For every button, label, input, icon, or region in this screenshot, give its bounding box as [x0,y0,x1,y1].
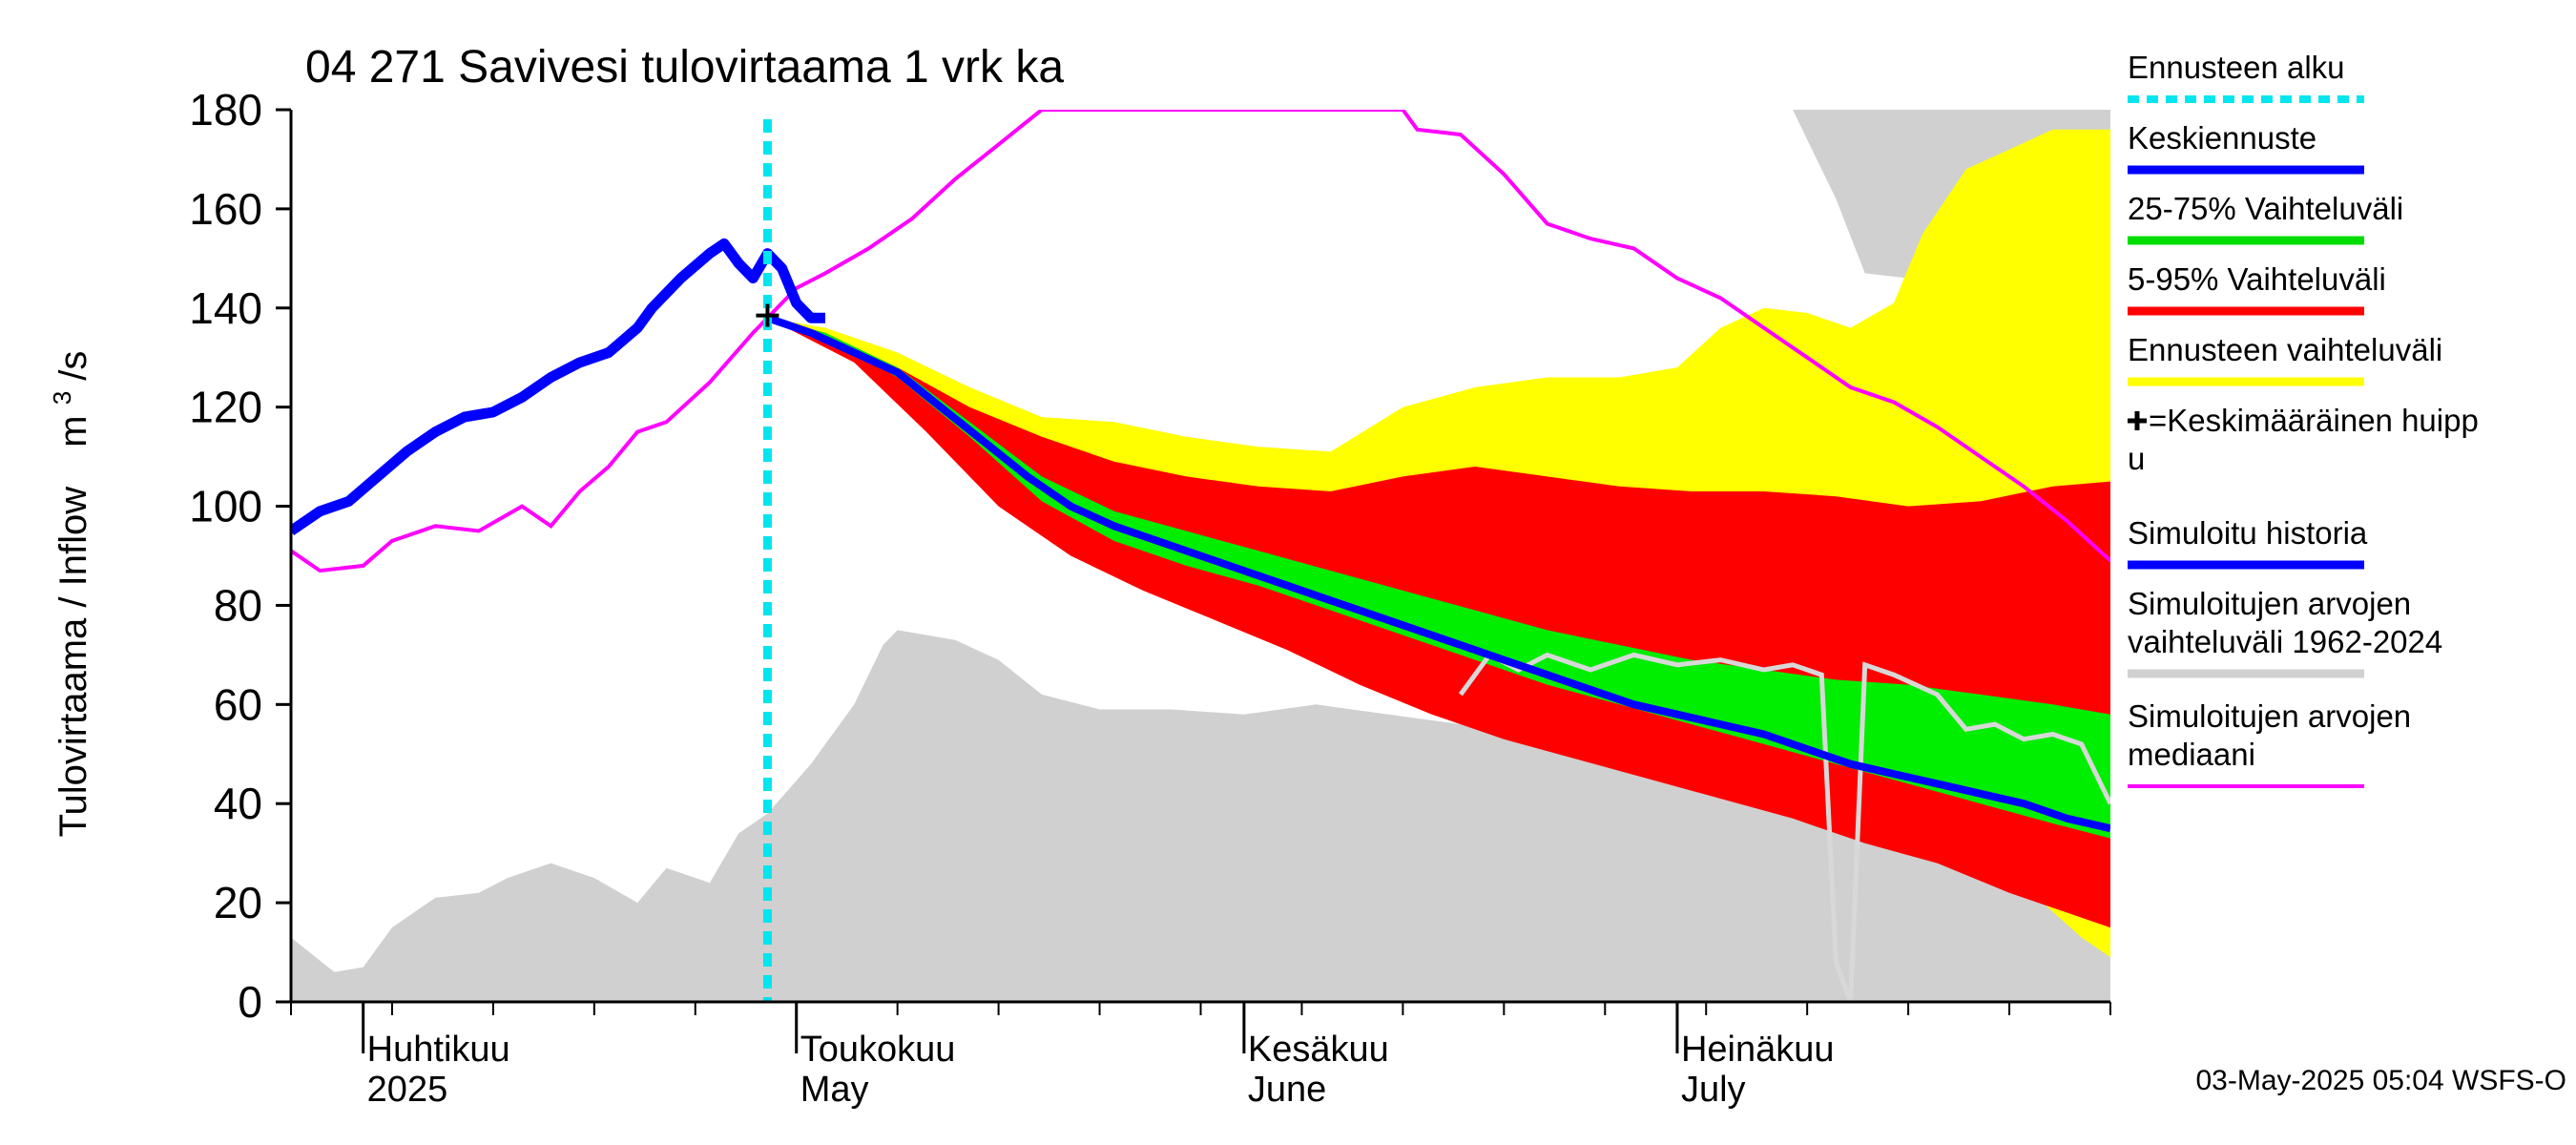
legend-label: Keskiennuste [2128,120,2316,156]
y-tick-label: 20 [214,878,262,927]
previous-simulation-line [1458,652,2110,1002]
chart-title: 04 271 Savivesi tulovirtaama 1 vrk ka [305,42,1064,93]
legend-label: =Keskimääräinen huipp [2149,403,2479,438]
legend-item: Ennusteen alku [2128,50,2364,103]
x-month-label: Huhtikuu [367,1030,510,1070]
x-month-sublabel: July [1681,1070,1746,1110]
legend-item: 5-95% Vaihteluväli [2128,261,2386,316]
y-axis: 0 20 40 60 80 100 120 140 160 180 [189,85,293,1027]
x-month-sublabel: 2025 [367,1070,448,1110]
y-tick-label: 60 [214,679,262,729]
legend-label: Simuloitujen arvojen [2128,586,2411,621]
x-month-label: Heinäkuu [1681,1030,1835,1070]
legend-label-2: u [2128,441,2145,476]
y-tick-label: 40 [214,779,262,828]
legend-label: Ennusteen alku [2128,50,2345,85]
mean-forecast-line [766,314,2110,833]
legend-item: Ennusteen vaihteluväli [2128,332,2442,386]
y-tick-label: 0 [238,977,262,1027]
legend-label: 25-75% Vaihteluväli [2128,191,2403,226]
legend: Ennusteen alku Keskiennuste 25-75% Vaihtel… [2128,50,2479,788]
plot-area [291,110,2110,1002]
y-axis-label-text: Tulovirtaama / Inflow [52,487,94,838]
y-tick-label: 140 [189,283,262,333]
y-axis-label: Tulovirtaama / Inflow m 3 /s [37,351,94,838]
legend-label-2: mediaani [2128,737,2255,772]
x-month-sublabel: May [800,1070,869,1110]
y-axis-unit-sup: 3 [48,391,76,405]
x-month-sublabel: June [1248,1070,1326,1110]
y-tick-label: 160 [189,184,262,234]
y-axis-unit-base: m [52,415,94,447]
y-tick-label: 100 [189,482,262,531]
footer-timestamp: 03-May-2025 05:04 WSFS-O [2196,1065,2567,1096]
legend-item: 25-75% Vaihteluväli [2128,191,2403,245]
legend-label: Simuloitujen arvojen [2128,698,2411,734]
y-tick-label: 120 [189,383,262,432]
legend-label: Simuloitu historia [2128,515,2368,551]
y-tick-label: 180 [189,85,262,135]
y-axis-unit-tail: /s [52,351,94,381]
mean-peak-marker [756,303,779,327]
legend-label-2: vaihteluväli 1962-2024 [2128,624,2442,659]
legend-item: Simuloitu historia [2128,515,2368,570]
legend-label: Ennusteen vaihteluväli [2128,332,2442,367]
y-tick-label: 80 [214,580,262,630]
p25-75-band [767,318,2110,839]
x-month-label: Kesäkuu [1248,1030,1389,1070]
median-line [291,110,2110,573]
x-month-label: Toukokuu [800,1030,956,1070]
legend-item: Keskiennuste [2128,120,2364,175]
legend-label: 5-95% Vaihteluväli [2128,261,2386,297]
hist-range-upper-band [291,110,2110,308]
